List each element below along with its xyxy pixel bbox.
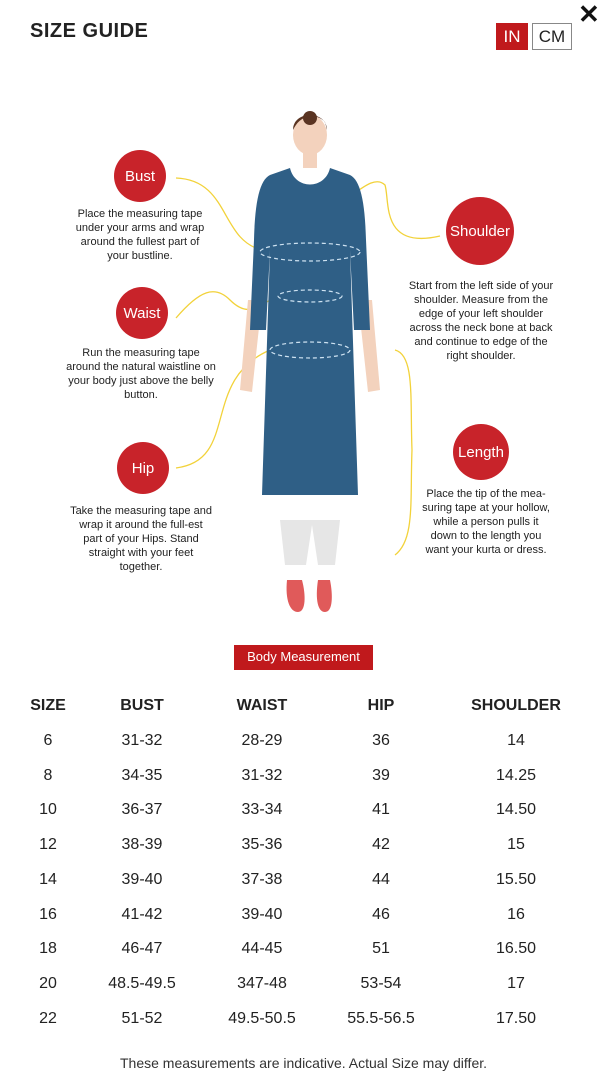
bust-badge: Bust: [114, 150, 166, 202]
table-cell: 55.5-56.5: [347, 1009, 415, 1027]
table-cell: 44-45: [241, 940, 283, 958]
shoulder-badge: Shoulder: [446, 197, 514, 265]
hip-badge: Hip: [117, 442, 169, 494]
table-cell: 34-35: [121, 766, 163, 784]
unit-toggle-in[interactable]: IN: [496, 23, 528, 50]
table-cell: 347-48: [237, 974, 287, 992]
table-cell: 41: [372, 801, 390, 819]
table-cell: 51: [372, 940, 390, 958]
table-cell: 15.50: [495, 870, 537, 888]
table-cell: 37-38: [241, 870, 283, 888]
table-cell: 20: [39, 974, 57, 992]
table-cell: 8: [43, 766, 53, 784]
table-cell: 10: [39, 801, 57, 819]
body-measurement-label: Body Measurement: [234, 645, 373, 670]
table-cell: 16: [507, 905, 525, 923]
column-header: WAIST: [236, 697, 288, 714]
column-header: SIZE: [30, 697, 66, 714]
table-cell: 41-42: [121, 905, 163, 923]
table-cell: 44: [372, 870, 390, 888]
table-cell: 39-40: [241, 905, 283, 923]
table-cell: 31-32: [241, 766, 283, 784]
table-cell: 46-47: [121, 940, 163, 958]
length-badge: Length: [453, 424, 509, 480]
table-cell: 6: [43, 732, 53, 749]
table-cell: 51-52: [121, 1009, 163, 1027]
table-cell: 14: [507, 732, 525, 749]
shoulder-description: Start from the left side of your shoulde…: [408, 280, 554, 362]
table-cell: 15: [507, 836, 525, 854]
table-cell: 22: [39, 1009, 57, 1027]
table-cell: 49.5-50.5: [228, 1009, 296, 1027]
table-cell: 16.50: [495, 940, 537, 958]
table-cell: 14: [39, 870, 57, 888]
table-cell: 12: [39, 836, 57, 854]
table-cell: 36-37: [121, 801, 163, 819]
table-cell: 33-34: [241, 801, 283, 819]
waist-badge: Waist: [116, 287, 168, 339]
table-cell: 39: [372, 766, 390, 784]
table-cell: 14.25: [495, 766, 537, 784]
column-header: BUST: [120, 697, 164, 714]
hip-description: Take the measuring tape and wrap it arou…: [70, 505, 212, 573]
table-cell: 35-36: [241, 836, 283, 854]
table-cell: 36: [372, 732, 390, 749]
table-cell: 17.50: [495, 1009, 537, 1027]
waist-description: Run the measuring tape around the natura…: [66, 347, 216, 401]
disclaimer: These measurements are indicative. Actua…: [119, 1055, 488, 1071]
close-icon[interactable]: ✕: [578, 0, 600, 29]
table-cell: 31-32: [121, 732, 163, 749]
bust-description: Place the measuring tape under your arms…: [75, 208, 205, 262]
table-cell: 16: [39, 905, 57, 923]
column-header: SHOULDER: [471, 697, 561, 714]
length-description: Place the tip of the mea-suring tape at …: [422, 488, 550, 556]
table-cell: 39-40: [121, 870, 163, 888]
unit-toggle-cm[interactable]: CM: [532, 23, 572, 50]
table-cell: 18: [39, 940, 57, 958]
table-cell: 28-29: [241, 732, 283, 749]
table-cell: 14.50: [495, 801, 537, 819]
table-cell: 17: [507, 974, 525, 992]
page-title: SIZE GUIDE: [30, 20, 149, 42]
table-cell: 46: [372, 905, 390, 923]
table-cell: 38-39: [121, 836, 163, 854]
table-cell: 42: [372, 836, 390, 854]
table-cell: 48.5-49.5: [108, 974, 176, 992]
body-illustration: [175, 111, 441, 612]
column-header: HIP: [367, 697, 395, 714]
table-cell: 53-54: [360, 974, 402, 992]
